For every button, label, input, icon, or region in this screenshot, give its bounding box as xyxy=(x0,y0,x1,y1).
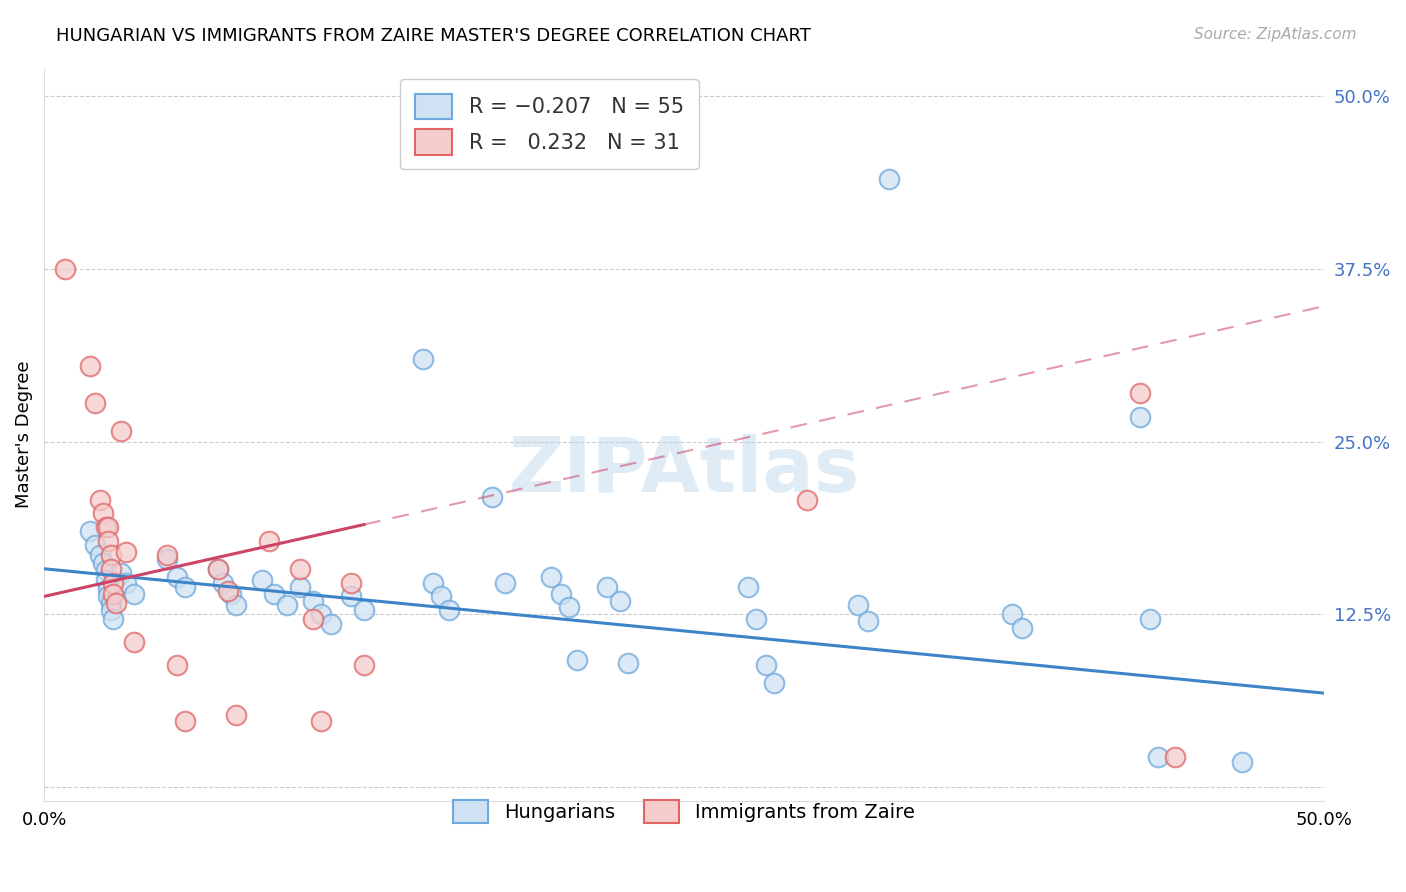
Point xyxy=(319,617,342,632)
Point xyxy=(156,548,179,562)
Point xyxy=(353,658,375,673)
Point xyxy=(53,261,76,276)
Point xyxy=(103,611,125,625)
Point xyxy=(259,534,281,549)
Point xyxy=(103,575,125,590)
Legend: Hungarians, Immigrants from Zaire: Hungarians, Immigrants from Zaire xyxy=(441,788,927,835)
Point xyxy=(110,566,132,580)
Point xyxy=(596,580,619,594)
Point xyxy=(103,587,125,601)
Point xyxy=(122,587,145,601)
Point xyxy=(250,573,273,587)
Point xyxy=(97,582,120,597)
Point xyxy=(353,603,375,617)
Point xyxy=(173,580,195,594)
Point xyxy=(94,563,117,577)
Point xyxy=(91,556,114,570)
Point xyxy=(173,714,195,728)
Point xyxy=(219,587,242,601)
Point xyxy=(207,562,229,576)
Point xyxy=(877,172,900,186)
Point xyxy=(115,575,138,590)
Point xyxy=(166,570,188,584)
Point xyxy=(422,575,444,590)
Point xyxy=(100,596,122,610)
Point xyxy=(97,590,120,604)
Point xyxy=(609,593,631,607)
Point xyxy=(481,490,503,504)
Point xyxy=(550,587,572,601)
Point xyxy=(91,507,114,521)
Point xyxy=(100,548,122,562)
Point xyxy=(1164,749,1187,764)
Point xyxy=(858,614,880,628)
Point xyxy=(84,396,107,410)
Point xyxy=(1146,749,1168,764)
Point xyxy=(302,611,325,625)
Point xyxy=(1129,386,1152,401)
Point xyxy=(1230,756,1253,770)
Point xyxy=(276,598,298,612)
Point xyxy=(89,492,111,507)
Point xyxy=(744,611,766,625)
Point xyxy=(212,575,235,590)
Point xyxy=(309,607,332,622)
Point xyxy=(288,580,311,594)
Point xyxy=(430,590,453,604)
Point xyxy=(437,603,460,617)
Point xyxy=(340,590,363,604)
Point xyxy=(263,587,285,601)
Point xyxy=(100,603,122,617)
Point xyxy=(207,562,229,576)
Text: ZIPAtlas: ZIPAtlas xyxy=(509,434,859,508)
Point xyxy=(796,492,818,507)
Point xyxy=(494,575,516,590)
Point xyxy=(755,658,778,673)
Point xyxy=(309,714,332,728)
Point xyxy=(89,548,111,562)
Point xyxy=(217,583,239,598)
Point xyxy=(100,562,122,576)
Point xyxy=(288,562,311,576)
Point xyxy=(302,593,325,607)
Point xyxy=(97,520,120,534)
Point xyxy=(616,656,638,670)
Text: HUNGARIAN VS IMMIGRANTS FROM ZAIRE MASTER'S DEGREE CORRELATION CHART: HUNGARIAN VS IMMIGRANTS FROM ZAIRE MASTE… xyxy=(56,27,811,45)
Text: Source: ZipAtlas.com: Source: ZipAtlas.com xyxy=(1194,27,1357,42)
Y-axis label: Master's Degree: Master's Degree xyxy=(15,361,32,508)
Point xyxy=(166,658,188,673)
Point xyxy=(565,653,588,667)
Point xyxy=(1011,621,1033,635)
Point xyxy=(1139,611,1161,625)
Point xyxy=(1129,409,1152,424)
Point xyxy=(110,424,132,438)
Point xyxy=(94,520,117,534)
Point xyxy=(104,596,127,610)
Point xyxy=(846,598,869,612)
Point xyxy=(79,524,101,539)
Point xyxy=(115,545,138,559)
Point xyxy=(79,359,101,373)
Point xyxy=(412,351,434,366)
Point xyxy=(122,635,145,649)
Point xyxy=(225,598,247,612)
Point xyxy=(97,534,120,549)
Point xyxy=(225,708,247,723)
Point xyxy=(762,676,785,690)
Point xyxy=(558,600,581,615)
Point xyxy=(1001,607,1024,622)
Point xyxy=(737,580,759,594)
Point xyxy=(84,538,107,552)
Point xyxy=(340,575,363,590)
Point xyxy=(156,552,179,566)
Point xyxy=(540,570,562,584)
Point xyxy=(94,573,117,587)
